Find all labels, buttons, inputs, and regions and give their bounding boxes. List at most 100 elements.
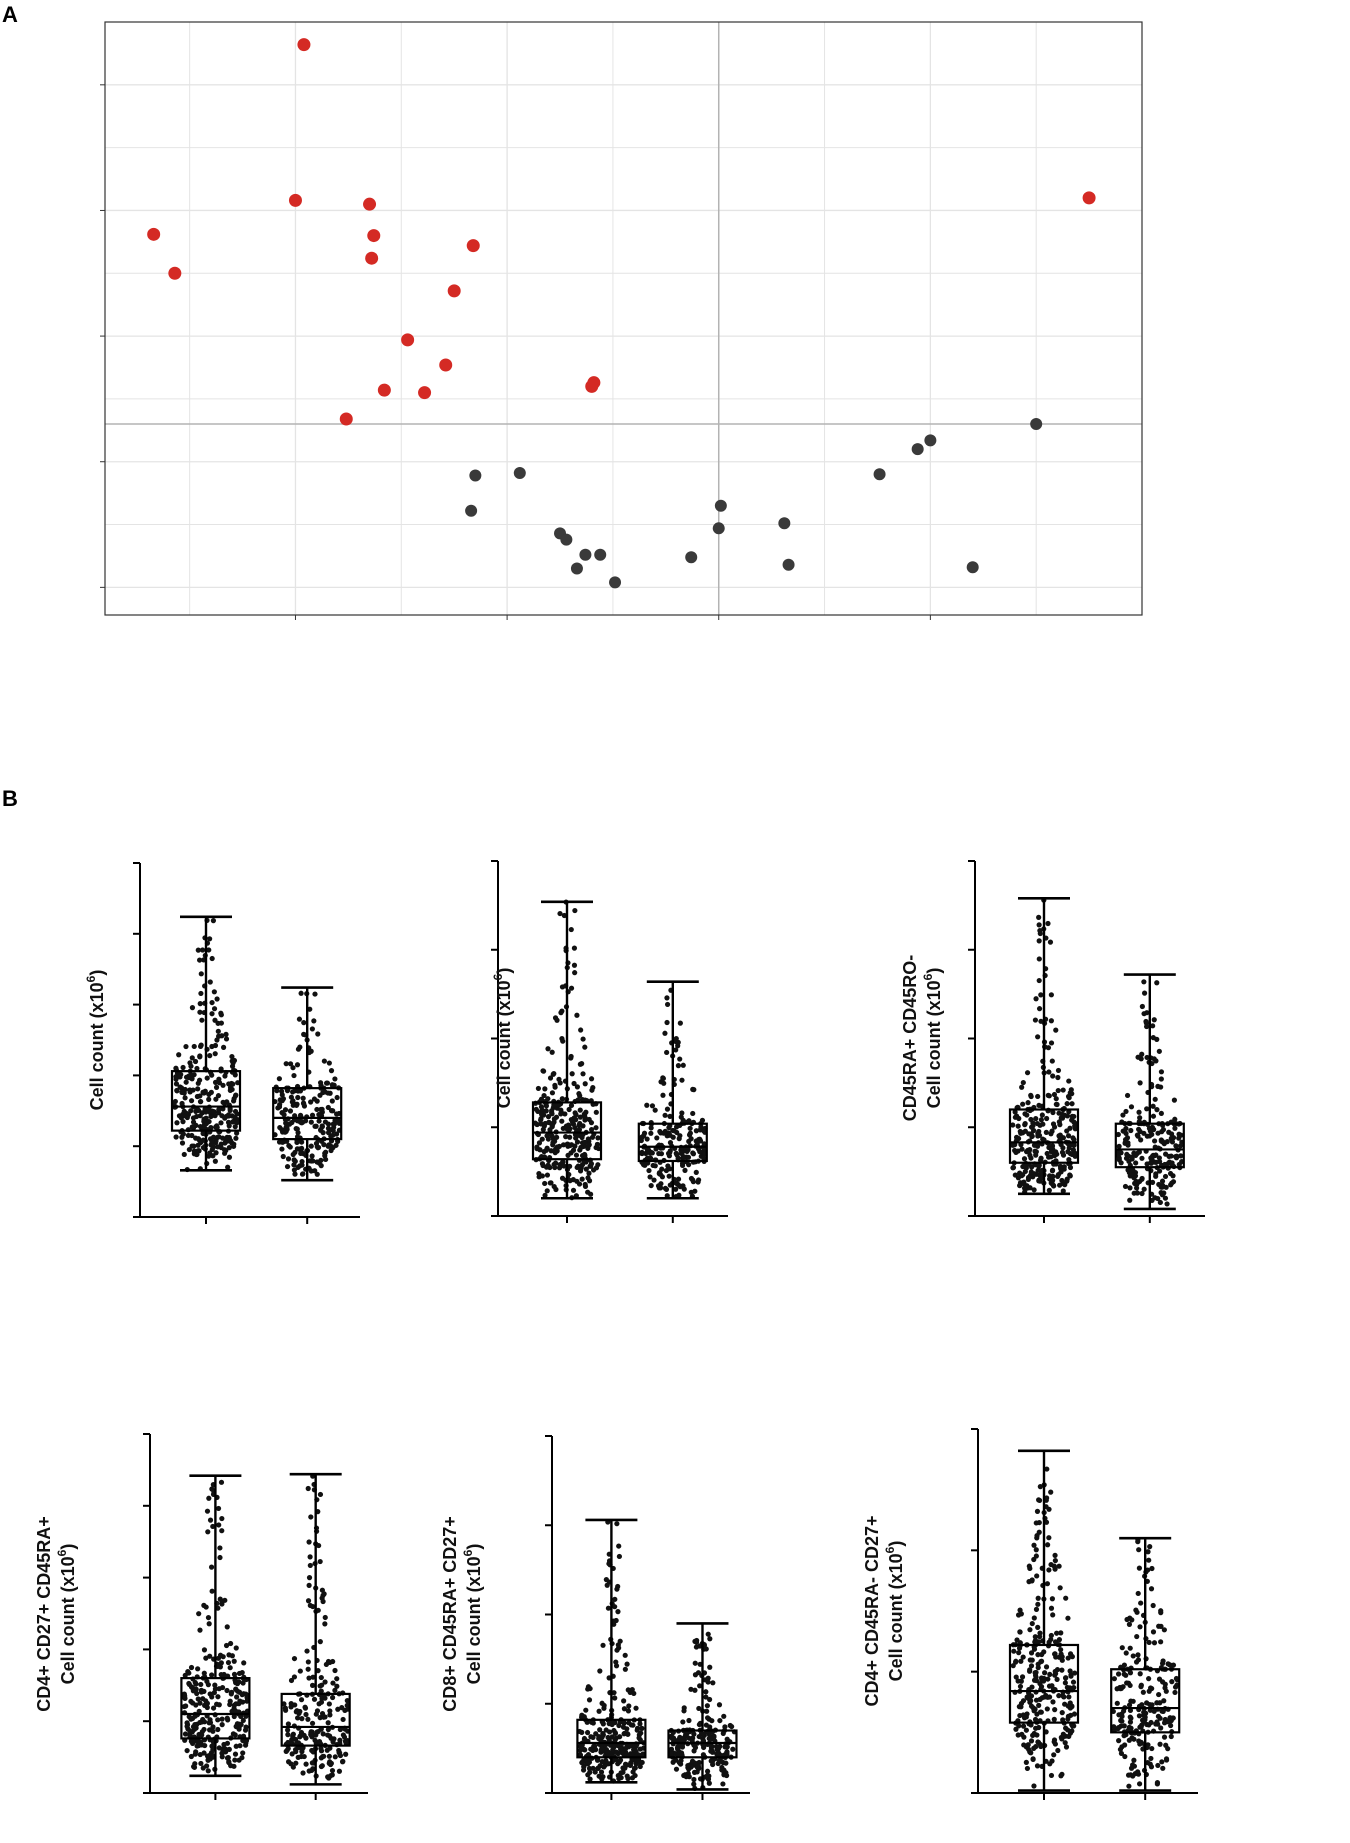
data-point (1176, 1135, 1182, 1141)
data-point (1029, 1657, 1035, 1663)
data-point (557, 910, 563, 917)
data-point (226, 1154, 233, 1160)
data-point (316, 1738, 323, 1745)
data-point (1123, 1130, 1129, 1137)
data-point (692, 1687, 698, 1693)
data-point (299, 1145, 305, 1152)
data-point (243, 1691, 249, 1697)
data-point (588, 1076, 595, 1082)
data-point (216, 1686, 222, 1692)
data-point (647, 1174, 653, 1180)
data-point (306, 1575, 313, 1581)
data-point (662, 1185, 669, 1191)
data-point (195, 1696, 201, 1702)
data-point (1048, 1636, 1054, 1643)
data-point (627, 1689, 633, 1696)
box-male (1110, 1536, 1181, 1792)
data-point (1155, 1083, 1161, 1089)
data-point (661, 1080, 667, 1086)
data-point (568, 985, 575, 991)
data-point (1013, 1149, 1019, 1155)
data-point (291, 1162, 297, 1168)
data-point (542, 1180, 548, 1187)
data-point (1129, 1617, 1135, 1623)
data-point (201, 1122, 208, 1128)
data-point (327, 1708, 333, 1714)
data-point (203, 1698, 209, 1704)
data-point (1121, 1723, 1127, 1729)
data-point (617, 1757, 624, 1763)
data-point (233, 1645, 239, 1651)
data-point (1156, 1048, 1162, 1054)
data-point (615, 1609, 621, 1615)
box-female (1008, 896, 1080, 1196)
data-point (660, 1075, 666, 1082)
data-point (1115, 1671, 1122, 1677)
data-point (1169, 1180, 1175, 1186)
data-point (1032, 1148, 1038, 1154)
data-point (307, 1602, 313, 1609)
data-point (340, 1716, 346, 1723)
data-point (704, 1768, 711, 1774)
data-point (198, 1760, 204, 1767)
nonsignificant-point (1030, 418, 1043, 431)
data-point (716, 1702, 723, 1708)
data-point (1069, 1703, 1075, 1709)
data-point (1117, 1746, 1124, 1753)
nonsignificant-point (911, 443, 924, 456)
data-point (1139, 1155, 1145, 1161)
data-point (1118, 1750, 1125, 1757)
data-point (626, 1703, 632, 1709)
data-point (688, 1686, 694, 1692)
data-point (704, 1715, 711, 1721)
data-point (560, 1142, 567, 1148)
nonsignificant-point (594, 548, 607, 561)
data-point (1013, 1658, 1019, 1664)
data-point (1133, 1607, 1139, 1613)
data-point (1044, 1495, 1050, 1501)
data-point (173, 1065, 179, 1071)
data-point (229, 1689, 235, 1695)
data-point (697, 1138, 704, 1144)
data-point (616, 1553, 622, 1560)
data-point (690, 1110, 696, 1117)
data-point (1139, 1175, 1145, 1182)
data-point (572, 1143, 578, 1149)
data-point (588, 1161, 595, 1167)
box-male (1114, 973, 1185, 1211)
data-point (206, 947, 212, 953)
data-point (624, 1762, 630, 1768)
data-point (1161, 1627, 1167, 1633)
data-point (233, 1743, 239, 1749)
data-point (618, 1775, 624, 1781)
data-point (297, 1734, 303, 1740)
data-point (285, 1732, 291, 1738)
iqr-box (1110, 1668, 1181, 1734)
data-point (1055, 1172, 1062, 1178)
data-point (599, 1734, 605, 1740)
data-point (583, 1166, 589, 1172)
data-point (566, 1106, 572, 1113)
data-point (675, 1063, 682, 1069)
data-point (219, 1515, 225, 1522)
data-point (1061, 1164, 1067, 1170)
data-point (637, 1763, 643, 1770)
data-point (193, 1749, 199, 1755)
data-point (293, 1760, 299, 1766)
data-point (1023, 1714, 1029, 1720)
data-point (1159, 1178, 1166, 1184)
data-point (597, 1727, 603, 1733)
data-point (1149, 1565, 1155, 1572)
data-point (547, 1075, 554, 1081)
data-point (284, 1747, 290, 1753)
data-point (1139, 1051, 1145, 1057)
data-point (723, 1760, 729, 1766)
data-point (603, 1727, 609, 1733)
data-point (1034, 1732, 1040, 1738)
data-point (724, 1751, 730, 1757)
data-point (1067, 1151, 1074, 1157)
data-point (1161, 1698, 1167, 1704)
data-point (580, 1071, 586, 1077)
data-point (332, 1667, 338, 1674)
data-point (703, 1722, 709, 1728)
